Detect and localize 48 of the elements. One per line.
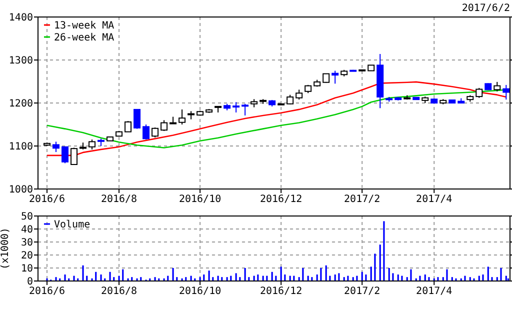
y-tick-label: 1200 xyxy=(8,98,33,110)
y-tick-label: 1400 xyxy=(8,12,33,24)
x-tick-label: 2016/10 xyxy=(178,194,222,205)
x-tick-label: 2016/10 xyxy=(178,286,222,297)
candlestick xyxy=(134,108,141,130)
y-tick-label: 20 xyxy=(20,250,33,262)
x-tick-label: 2016/8 xyxy=(100,194,138,205)
candlestick xyxy=(476,87,483,98)
candlestick xyxy=(242,103,249,116)
x-tick-label: 2017/2 xyxy=(344,194,380,205)
candlestick xyxy=(296,89,303,100)
legend-label: 13-week MA xyxy=(54,20,114,32)
candlestick xyxy=(62,146,69,164)
candlestick xyxy=(332,70,339,84)
y-tick-label: 1000 xyxy=(8,184,33,196)
y-tick-label: 10 xyxy=(20,264,33,274)
x-tick-label: 2016/12 xyxy=(260,286,302,297)
candlestick xyxy=(142,124,150,140)
candlestick xyxy=(494,81,501,92)
candlestick xyxy=(322,73,330,84)
candlestick xyxy=(232,102,240,113)
y-tick-label: 50 xyxy=(20,212,33,222)
legend-label: Volume xyxy=(54,220,90,230)
candlestick xyxy=(160,120,168,132)
chart-subtitle: 2017/6/2 xyxy=(462,3,510,14)
y-tick-label: 1100 xyxy=(8,142,33,152)
candlestick xyxy=(52,141,60,153)
y-tick-label: 40 xyxy=(20,224,33,236)
legend-label: 26-week MA xyxy=(54,32,114,44)
y-axis-title: (x1000) xyxy=(0,227,11,270)
y-tick-label: 1300 xyxy=(8,56,33,66)
candlestick xyxy=(178,108,186,125)
x-tick-label: 2017/4 xyxy=(416,286,452,297)
candlestick xyxy=(502,84,510,100)
candlestick xyxy=(286,94,294,105)
x-tick-label: 2016/8 xyxy=(100,286,138,297)
candlestick xyxy=(124,120,132,132)
candlestick xyxy=(152,127,159,138)
x-tick-label: 2016/12 xyxy=(260,194,302,205)
line-series xyxy=(46,81,507,156)
x-tick-label: 2016/6 xyxy=(28,286,66,297)
x-tick-label: 2016/6 xyxy=(28,194,66,205)
y-tick-label: 30 xyxy=(20,238,33,248)
y-tick-label: 0 xyxy=(26,276,33,288)
x-tick-label: 2017/4 xyxy=(416,194,452,205)
x-tick-label: 2017/2 xyxy=(344,286,380,297)
candlestick xyxy=(70,147,78,165)
candlestick xyxy=(88,139,96,150)
